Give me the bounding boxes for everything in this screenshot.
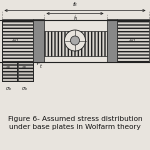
Text: $\sigma_b$: $\sigma_b$	[21, 85, 28, 93]
Text: $A_1$: $A_1$	[11, 36, 20, 45]
Bar	[18, 61, 33, 81]
Circle shape	[70, 36, 80, 45]
Bar	[2, 20, 33, 61]
Text: $t$: $t$	[39, 62, 43, 70]
Text: $\sigma_b$: $\sigma_b$	[5, 85, 12, 93]
Text: $A_1$: $A_1$	[128, 36, 136, 45]
Bar	[2, 61, 16, 81]
Text: $a_1$: $a_1$	[5, 64, 12, 72]
Text: $a_1$: $a_1$	[21, 64, 28, 72]
Bar	[106, 20, 117, 61]
Text: $f_B$: $f_B$	[72, 0, 78, 9]
Bar	[44, 32, 106, 56]
Bar	[33, 20, 44, 61]
Bar	[117, 20, 148, 61]
Text: Figure 6- Assumed stress distribution
under base plates in Wolfarm theory: Figure 6- Assumed stress distribution un…	[8, 117, 142, 129]
Text: $h$: $h$	[73, 14, 77, 22]
Text: $A_2$: $A_2$	[71, 36, 79, 45]
Circle shape	[64, 30, 86, 51]
